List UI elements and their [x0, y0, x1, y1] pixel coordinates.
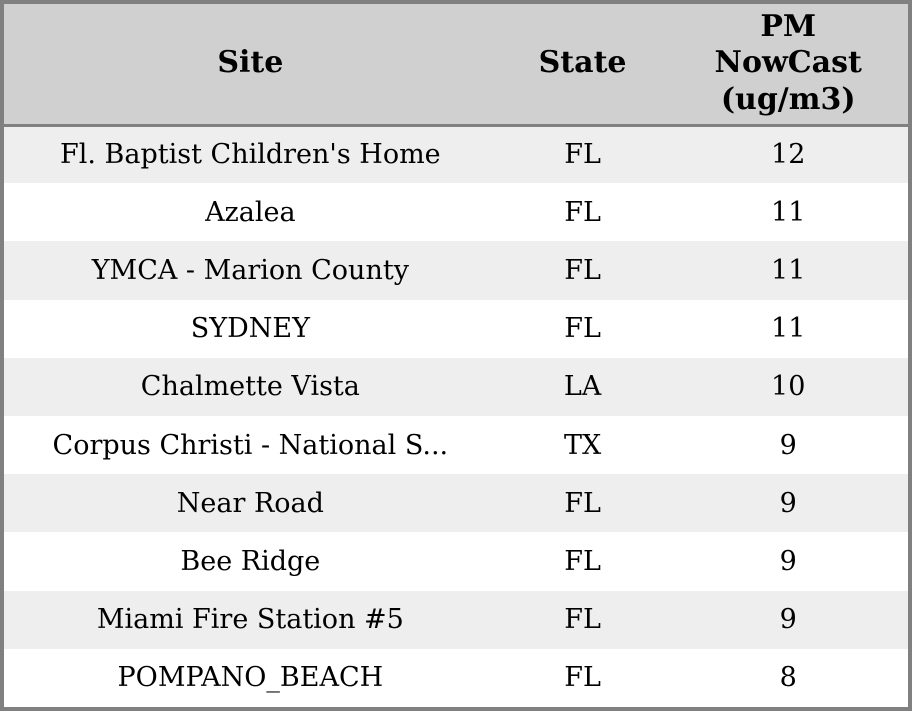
column-header-site[interactable]: Site	[4, 4, 497, 127]
table-row[interactable]: Near Road FL 9	[4, 474, 908, 533]
state-cell: FL	[496, 299, 669, 358]
pm-nowcast-cell: 11	[668, 183, 908, 242]
site-cell: Azalea	[4, 183, 497, 242]
pm-nowcast-cell: 9	[668, 590, 908, 649]
site-cell: Miami Fire Station #5	[4, 590, 497, 649]
table-row[interactable]: Bee Ridge FL 9	[4, 532, 908, 591]
table-row[interactable]: YMCA - Marion County FL 11	[4, 241, 908, 300]
site-cell: YMCA - Marion County	[4, 241, 497, 300]
site-cell: Fl. Baptist Children's Home	[4, 125, 497, 184]
state-cell: FL	[496, 532, 669, 591]
table-row[interactable]: Fl. Baptist Children's Home FL 12	[4, 125, 908, 184]
table-row[interactable]: Miami Fire Station #5 FL 9	[4, 590, 908, 649]
state-cell: FL	[496, 590, 669, 649]
pm-nowcast-cell: 11	[668, 299, 908, 358]
pm-nowcast-cell: 10	[668, 357, 908, 416]
table-row[interactable]: Chalmette Vista LA 10	[4, 357, 908, 416]
site-cell: Near Road	[4, 474, 497, 533]
state-cell: FL	[496, 241, 669, 300]
pm-nowcast-cell: 9	[668, 474, 908, 533]
pm-header-line-2: NowCast	[714, 45, 862, 81]
state-cell: FL	[496, 648, 669, 707]
table-row[interactable]: Corpus Christi - National S... TX 9	[4, 415, 908, 475]
table-row[interactable]: Azalea FL 11	[4, 183, 908, 242]
pm-nowcast-cell: 8	[668, 648, 908, 707]
column-header-pm-nowcast[interactable]: PM NowCast (ug/m3)	[668, 4, 908, 127]
pm-header-line-3: (ug/m3)	[720, 82, 856, 118]
state-cell: FL	[496, 474, 669, 533]
site-cell: Bee Ridge	[4, 532, 497, 591]
pm-nowcast-cell: 11	[668, 241, 908, 300]
table-row[interactable]: POMPANO_BEACH FL 8	[4, 648, 908, 707]
site-cell: Corpus Christi - National S...	[4, 415, 497, 475]
state-cell: LA	[496, 357, 669, 416]
site-data-table: Site State PM NowCast (ug/m3) Fl. Baptis…	[4, 4, 908, 707]
state-cell: FL	[496, 183, 669, 242]
pm-nowcast-cell: 9	[668, 415, 908, 475]
state-cell: TX	[496, 415, 669, 475]
column-header-state[interactable]: State	[496, 4, 669, 127]
pm-nowcast-cell: 9	[668, 532, 908, 591]
pm-nowcast-cell: 12	[668, 125, 908, 184]
pm-header-line-1: PM	[760, 8, 817, 44]
site-cell: Chalmette Vista	[4, 357, 497, 416]
table-header-row: Site State PM NowCast (ug/m3)	[4, 4, 908, 127]
state-cell: FL	[496, 125, 669, 184]
site-cell: SYDNEY	[4, 299, 497, 358]
table-header: Site State PM NowCast (ug/m3)	[4, 4, 908, 127]
table-row[interactable]: SYDNEY FL 11	[4, 299, 908, 358]
site-cell: POMPANO_BEACH	[4, 648, 497, 707]
table-body: Fl. Baptist Children's Home FL 12 Azalea FL 1…	[4, 125, 908, 707]
